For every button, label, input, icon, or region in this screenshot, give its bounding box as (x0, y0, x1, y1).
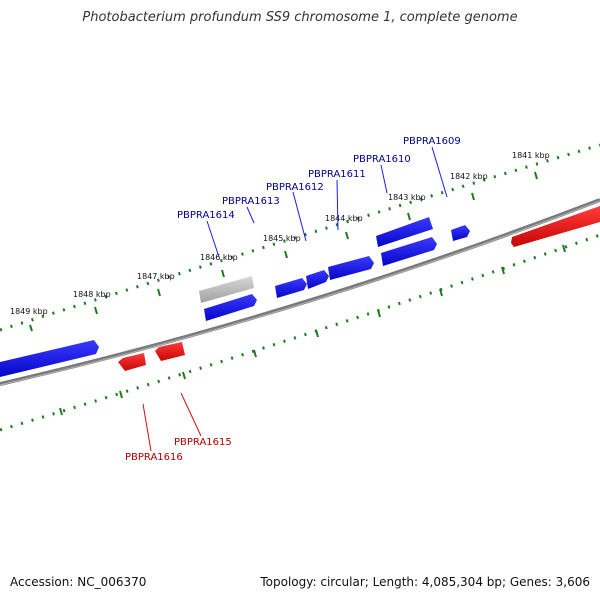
ruler-tick-label: 1843 kbp (388, 193, 426, 202)
reverse-gene[interactable] (155, 342, 185, 361)
outer-ruler-major-ticks (29, 171, 538, 332)
forward-gene-labels: PBPRA1609 PBPRA1610 PBPRA1611 PBPRA1612 … (177, 136, 461, 221)
inner-ruler-minor-ticks (0, 233, 600, 432)
ruler-tick-label: 1846 kbp (200, 253, 238, 262)
gene-label[interactable]: PBPRA1615 (174, 437, 232, 448)
forward-genes (0, 217, 470, 377)
genome-backbone (0, 198, 600, 386)
reverse-genes (118, 206, 600, 371)
forward-gene[interactable] (328, 256, 374, 280)
forward-gene[interactable] (306, 270, 329, 289)
gene-label[interactable]: PBPRA1609 (403, 136, 461, 147)
forward-gene[interactable] (381, 237, 437, 266)
outer-ruler-minor-ticks (0, 143, 600, 332)
forward-gene[interactable] (204, 294, 257, 321)
outer-ruler: 1841 kbp 1842 kbp 1843 kbp 1844 kbp 1845… (0, 143, 600, 332)
label-leader-lines (142, 146, 448, 452)
ruler-tick-label: 1848 kbp (73, 290, 111, 299)
reverse-gene[interactable] (118, 353, 146, 371)
ruler-tick-label: 1847 kbp (137, 272, 175, 281)
forward-gene[interactable] (376, 217, 433, 247)
inner-ruler-major-ticks (59, 244, 566, 416)
accession-text: Accession: NC_006370 (10, 575, 147, 589)
map-title: Photobacterium profundum SS9 chromosome … (82, 10, 518, 25)
gene-label[interactable]: PBPRA1616 (125, 452, 183, 463)
gene-label[interactable]: PBPRA1612 (266, 182, 324, 193)
forward-gene[interactable] (451, 225, 470, 241)
gene-label[interactable]: PBPRA1610 (353, 154, 411, 165)
reverse-gene-labels: PBPRA1615 PBPRA1616 (125, 437, 232, 463)
forward-gene-pseudo[interactable] (199, 276, 254, 303)
gene-label[interactable]: PBPRA1614 (177, 210, 235, 221)
ruler-tick-label: 1842 kbp (450, 172, 488, 181)
forward-gene[interactable] (275, 278, 307, 298)
reverse-gene[interactable] (511, 206, 600, 247)
ruler-tick-label: 1845 kbp (263, 234, 301, 243)
genome-summary-text: Topology: circular; Length: 4,085,304 bp… (260, 575, 590, 589)
ruler-tick-label: 1844 kbp (325, 214, 363, 223)
ruler-tick-label: 1849 kbp (10, 307, 48, 316)
inner-ruler (0, 233, 600, 432)
gene-label[interactable]: PBPRA1611 (308, 169, 366, 180)
forward-gene[interactable] (0, 340, 99, 377)
ruler-tick-label: 1841 kbp (512, 151, 550, 160)
gene-label[interactable]: PBPRA1613 (222, 196, 280, 207)
